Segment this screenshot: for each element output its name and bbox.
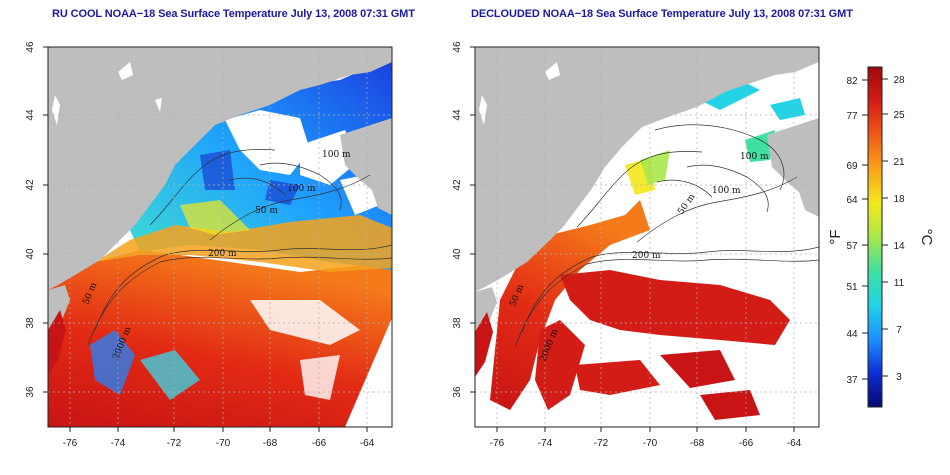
- colorbar-f-tick: 82: [846, 76, 858, 87]
- colorbar-f-tick: 69: [846, 161, 858, 172]
- colorbar-c-tick: 14: [893, 241, 905, 252]
- colorbar-c-tick: 21: [893, 157, 905, 168]
- colorbar-c-tick: 7: [896, 325, 902, 336]
- colorbar-f-tick: 64: [846, 195, 858, 206]
- contour-label-100m-b: 100 m: [287, 184, 316, 194]
- left-lat-tick: 40: [25, 248, 36, 260]
- right-lon-tick: -72: [594, 438, 609, 449]
- left-lat-tick: 42: [25, 179, 36, 191]
- colorbar-c-tick: 25: [893, 110, 905, 121]
- colorbar-celsius-label: °C: [918, 229, 935, 246]
- colorbar-c-tick: 18: [893, 194, 905, 205]
- right-lon-tick: -70: [643, 438, 658, 449]
- left-lat-ticks: 46 44 42 40 38 36: [25, 41, 36, 398]
- left-map-title: RU COOL NOAA−18 Sea Surface Temperature …: [52, 8, 415, 20]
- colorbar-f-tick: 37: [846, 375, 858, 386]
- left-lon-tick: -76: [63, 438, 78, 449]
- colorbar-c-tick: 11: [894, 278, 905, 289]
- contour-label-100m-a: 100 m: [322, 150, 351, 160]
- left-lat-tick: 44: [25, 109, 36, 121]
- right-lon-tick: -64: [787, 438, 802, 449]
- colorbar-f-tick: 51: [846, 282, 858, 293]
- colorbar-c-tick: 3: [896, 372, 902, 383]
- right-lat-tick: 40: [452, 248, 463, 260]
- left-lon-tick: -74: [111, 438, 126, 449]
- contour-label-50m-a: 50 m: [255, 206, 278, 216]
- left-lon-tick: -70: [216, 438, 231, 449]
- right-lon-tick: -68: [690, 438, 705, 449]
- left-lat-tick: 36: [25, 386, 36, 398]
- right-lat-ticks: 46 44 42 40 38 36: [452, 41, 463, 398]
- right-lat-tick: 42: [452, 179, 463, 191]
- colorbar-f-tick: 57: [846, 241, 858, 252]
- colorbar-c-tick: 28: [893, 75, 905, 86]
- left-lat-tick: 38: [25, 317, 36, 329]
- left-lon-tick: -68: [263, 438, 278, 449]
- right-lon-ticks: -76 -74 -72 -70 -68 -66 -64: [490, 438, 802, 449]
- right-lon-tick: -74: [538, 438, 553, 449]
- right-map: 100 m 100 m 50 m 200 m 50 m 2000 m: [475, 47, 819, 427]
- colorbar-f-tick: 44: [846, 329, 858, 340]
- right-lat-tick: 46: [452, 41, 463, 53]
- right-map-title: DECLOUDED NOAA−18 Sea Surface Temperatur…: [471, 8, 853, 20]
- right-lat-tick: 44: [452, 109, 463, 121]
- contour-label-100m-b: 100 m: [712, 186, 741, 196]
- left-lon-tick: -64: [360, 438, 375, 449]
- contour-label-200m: 200 m: [208, 249, 237, 259]
- left-lat-tick: 46: [25, 41, 36, 53]
- colorbar-fahrenheit-label: °F: [827, 229, 844, 244]
- colorbar-gradient: [867, 66, 883, 408]
- contour-label-100m-a: 100 m: [740, 152, 769, 162]
- left-lon-tick: -66: [312, 438, 327, 449]
- contour-label-200m: 200 m: [632, 251, 661, 261]
- right-lon-tick: -76: [490, 438, 505, 449]
- colorbar-f-tick: 77: [846, 111, 858, 122]
- left-lon-tick: -72: [167, 438, 182, 449]
- colorbar: 82 77 69 64 57 51 44 37 28 25 21 18 14 1…: [827, 66, 935, 408]
- right-lon-tick: -66: [739, 438, 754, 449]
- right-lat-tick: 38: [452, 317, 463, 329]
- right-lat-tick: 36: [452, 386, 463, 398]
- left-map: 100 m 100 m 50 m 200 m 50 m 2000 m: [48, 47, 392, 427]
- left-lon-ticks: -76 -74 -72 -70 -68 -66 -64: [63, 438, 375, 449]
